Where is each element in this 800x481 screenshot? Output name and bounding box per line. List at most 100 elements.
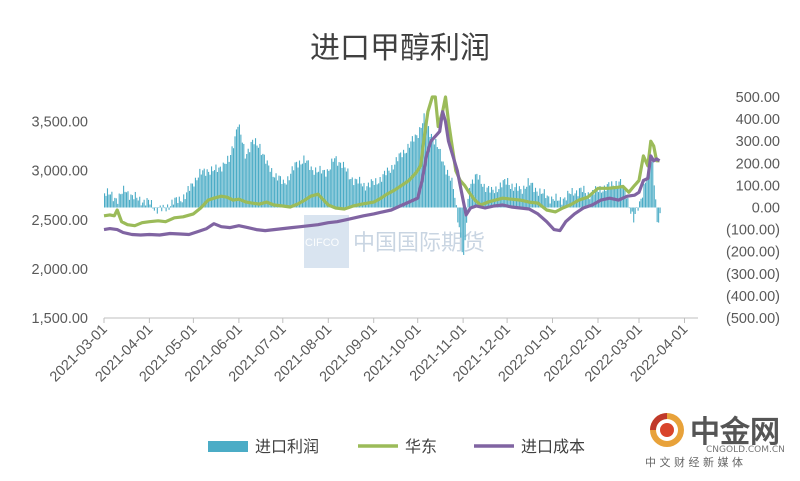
profit-bar [263, 154, 265, 208]
profit-bar [414, 134, 416, 208]
profit-bar [539, 188, 541, 208]
brand-logo: 中金网 中 文 财 经 新 媒 体 CNGOLD.COM.CN [645, 413, 785, 469]
profit-bar [361, 186, 364, 208]
profit-bar [200, 174, 202, 208]
profit-bar [548, 196, 550, 208]
profit-bar [571, 188, 573, 208]
profit-bar [130, 194, 132, 208]
profit-bar [637, 207, 639, 211]
profit-bar [117, 203, 119, 208]
profit-bar [282, 179, 284, 208]
profit-bar [388, 170, 390, 208]
y-right-tick-label: (400.00) [726, 289, 780, 305]
y-axis-right: (500.00) (400.00) (300.00) (200.00) (100.00)… [726, 90, 780, 327]
profit-bar [211, 166, 213, 208]
profit-bar [252, 139, 254, 208]
profit-bar [338, 162, 340, 208]
profit-bar [291, 166, 293, 208]
profit-bar [447, 169, 449, 208]
profit-bar [653, 185, 655, 208]
profit-bar [303, 155, 305, 208]
profit-bar [316, 172, 318, 208]
profit-bar [561, 204, 563, 208]
profit-bar [272, 176, 274, 208]
profit-bar [271, 168, 273, 208]
profit-bar [199, 168, 201, 208]
profit-bar [227, 155, 229, 208]
profit-bar [369, 187, 371, 208]
profit-bar [543, 189, 545, 208]
profit-bar [244, 158, 246, 208]
profit-bar [625, 198, 627, 208]
profit-bar [631, 207, 633, 212]
profit-bar [147, 199, 150, 208]
profit-bar [486, 187, 488, 208]
profit-bar [400, 152, 402, 208]
profit-bar [186, 192, 188, 208]
profit-bar [344, 167, 346, 208]
profit-bar [634, 207, 636, 214]
profit-bar [279, 176, 281, 208]
profit-bar [106, 188, 109, 208]
profit-bar [488, 186, 490, 208]
profit-bar [155, 207, 157, 208]
profit-bar [483, 183, 485, 208]
profit-bar [224, 163, 226, 208]
profit-bar [128, 199, 131, 208]
profit-bar [532, 182, 534, 208]
legend-label-profit: 进口利润 [255, 437, 319, 456]
profit-bar [555, 193, 557, 208]
profit-bar [284, 183, 286, 208]
profit-bar [652, 157, 654, 208]
profit-bar [570, 194, 572, 208]
profit-bar [181, 202, 183, 208]
profit-bar [230, 155, 232, 208]
profit-bar [398, 153, 400, 208]
profit-bar [639, 201, 641, 208]
profit-bar [429, 136, 431, 208]
profit-bar [395, 157, 397, 208]
profit-bar [650, 161, 652, 208]
profit-bar [407, 143, 409, 208]
profit-bar [575, 190, 578, 208]
profit-bar [556, 200, 559, 208]
profit-bar [518, 186, 520, 208]
profit-bar [524, 188, 526, 208]
profit-bar [143, 199, 145, 208]
profit-bar [649, 169, 651, 208]
profit-bar [439, 148, 441, 208]
profit-bar [468, 187, 471, 208]
profit-bar [125, 192, 128, 208]
profit-bar [533, 192, 535, 208]
y-axis-left: 1,500.00 2,000.00 2,500.00 3,000.00 3,500.00 [32, 115, 88, 327]
profit-bar [376, 184, 378, 208]
profit-bar [250, 141, 252, 208]
profit-bar [296, 161, 298, 208]
profit-bar [559, 197, 561, 208]
profit-bar [235, 129, 238, 208]
profit-bar [137, 200, 139, 208]
profit-bar [523, 185, 525, 208]
profit-bar [463, 207, 465, 255]
profit-bar [153, 207, 155, 211]
profit-bar [449, 180, 452, 208]
profit-bar [461, 207, 463, 253]
profit-bar [161, 207, 163, 212]
y-right-tick-label: (200.00) [726, 245, 780, 261]
y-right-tick-label: 400.00 [736, 112, 780, 128]
profit-bar [268, 165, 270, 208]
profit-bar [309, 169, 311, 208]
profit-bar [293, 170, 295, 208]
profit-bar [276, 180, 279, 208]
profit-bar [595, 186, 597, 208]
profit-bar [342, 161, 345, 208]
profit-bar [373, 184, 375, 208]
profit-bar [370, 179, 372, 208]
profit-bar [158, 207, 160, 208]
profit-bar [205, 175, 207, 208]
profit-bar [514, 187, 516, 208]
profit-bar [259, 143, 261, 208]
profit-bar [111, 191, 113, 208]
brand-emblem-icon [650, 413, 684, 447]
